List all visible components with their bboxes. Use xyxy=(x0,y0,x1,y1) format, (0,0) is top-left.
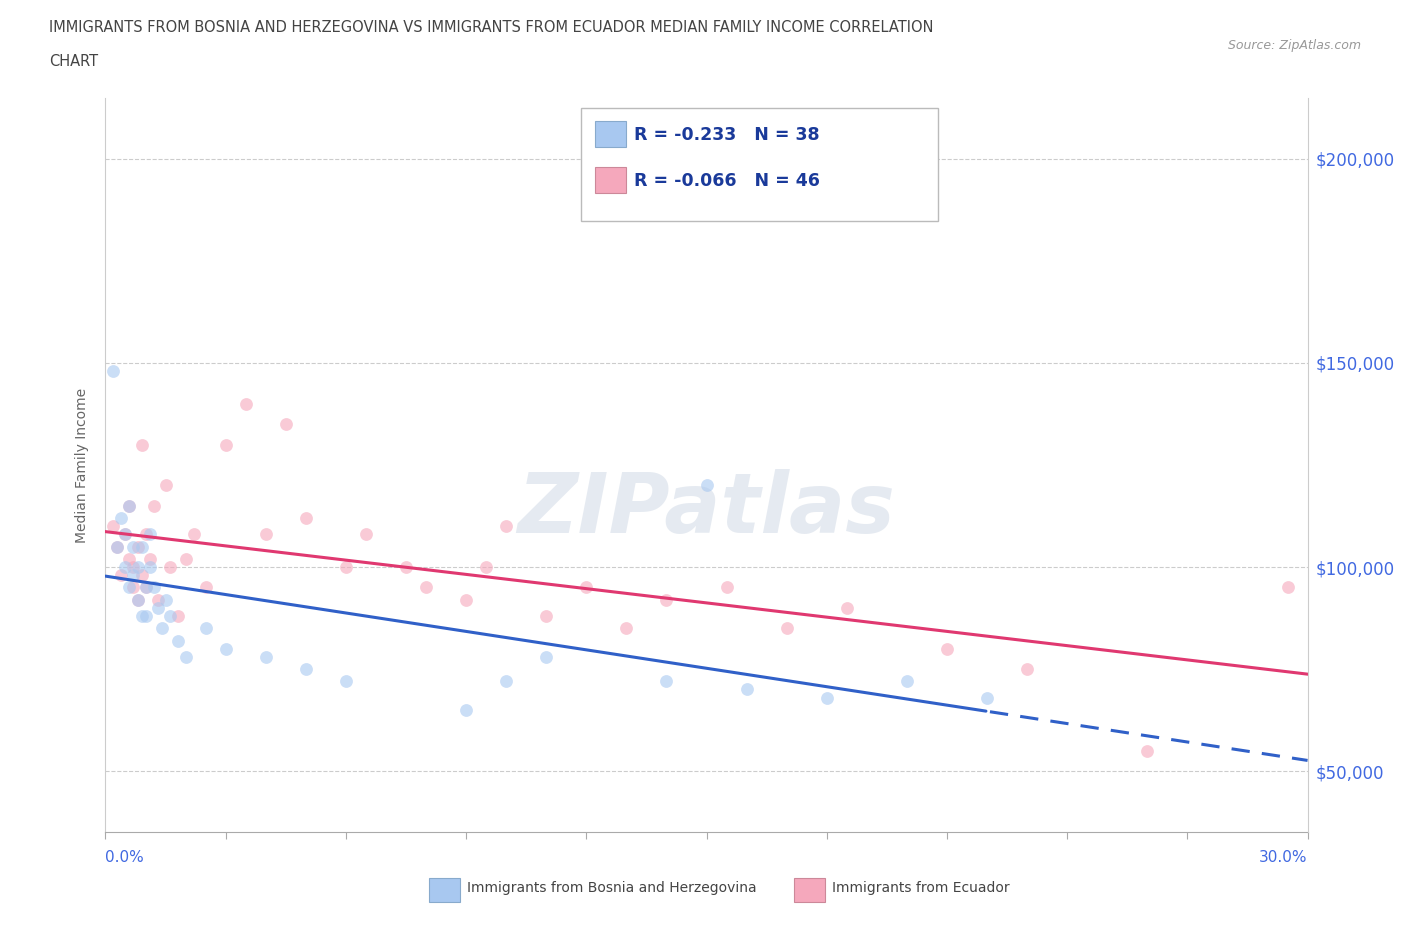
Text: 0.0%: 0.0% xyxy=(105,850,145,865)
Point xyxy=(475,560,498,575)
Point xyxy=(575,580,598,595)
Point xyxy=(415,580,437,595)
Point xyxy=(735,682,758,697)
Text: R = -0.066   N = 46: R = -0.066 N = 46 xyxy=(634,172,820,190)
Point xyxy=(127,592,149,607)
Point xyxy=(122,539,145,554)
Point xyxy=(815,690,838,705)
Point xyxy=(107,539,129,554)
Text: Immigrants from Bosnia and Herzegovina: Immigrants from Bosnia and Herzegovina xyxy=(467,881,756,896)
Point xyxy=(122,567,145,582)
Point xyxy=(776,621,799,636)
Point xyxy=(150,621,173,636)
Point xyxy=(295,661,318,676)
Point xyxy=(107,539,129,554)
Point xyxy=(616,621,638,636)
Point xyxy=(295,511,318,525)
Point xyxy=(534,649,557,664)
Text: ZIPatlas: ZIPatlas xyxy=(517,469,896,550)
Point xyxy=(127,539,149,554)
Point xyxy=(254,649,277,664)
Point xyxy=(166,633,188,648)
Text: IMMIGRANTS FROM BOSNIA AND HERZEGOVINA VS IMMIGRANTS FROM ECUADOR MEDIAN FAMILY : IMMIGRANTS FROM BOSNIA AND HERZEGOVINA V… xyxy=(49,20,934,35)
Point xyxy=(194,580,217,595)
Point xyxy=(1277,580,1299,595)
Point xyxy=(395,560,418,575)
Point xyxy=(936,642,959,657)
Point xyxy=(896,674,918,689)
Point xyxy=(655,674,678,689)
Text: CHART: CHART xyxy=(49,54,98,69)
Point xyxy=(142,498,165,513)
Point xyxy=(118,580,141,595)
Point xyxy=(138,527,160,542)
Point xyxy=(146,592,169,607)
Point xyxy=(127,592,149,607)
Point xyxy=(135,580,157,595)
Point xyxy=(976,690,998,705)
Point xyxy=(335,560,357,575)
Point xyxy=(135,527,157,542)
Point xyxy=(495,519,517,534)
Point xyxy=(174,649,197,664)
Point xyxy=(110,511,132,525)
Point xyxy=(495,674,517,689)
Y-axis label: Median Family Income: Median Family Income xyxy=(76,388,90,542)
Point xyxy=(122,560,145,575)
Point xyxy=(214,437,236,452)
Point xyxy=(114,527,136,542)
Point xyxy=(696,478,718,493)
Point xyxy=(716,580,738,595)
Point xyxy=(103,364,125,379)
Point xyxy=(103,519,125,534)
Point xyxy=(118,498,141,513)
Point xyxy=(138,551,160,566)
Point xyxy=(194,621,217,636)
Point xyxy=(534,608,557,623)
Point xyxy=(142,580,165,595)
Point xyxy=(254,527,277,542)
Point xyxy=(454,592,477,607)
Point xyxy=(166,608,188,623)
Point xyxy=(235,396,257,411)
Point xyxy=(274,417,297,432)
Point xyxy=(122,580,145,595)
Text: Immigrants from Ecuador: Immigrants from Ecuador xyxy=(832,881,1010,896)
Point xyxy=(118,498,141,513)
Point xyxy=(335,674,357,689)
Text: R = -0.233   N = 38: R = -0.233 N = 38 xyxy=(634,126,820,143)
Point xyxy=(114,560,136,575)
Point xyxy=(835,601,858,616)
Point xyxy=(155,592,177,607)
Point xyxy=(454,702,477,717)
Text: 30.0%: 30.0% xyxy=(1260,850,1308,865)
Point xyxy=(183,527,205,542)
Point xyxy=(146,601,169,616)
Point xyxy=(159,608,181,623)
Point xyxy=(131,539,153,554)
Point xyxy=(127,560,149,575)
Point xyxy=(135,580,157,595)
Point xyxy=(135,608,157,623)
Point xyxy=(174,551,197,566)
Point xyxy=(214,642,236,657)
Point xyxy=(354,527,377,542)
Point xyxy=(159,560,181,575)
Point xyxy=(1017,661,1039,676)
Point xyxy=(1136,743,1159,758)
Point xyxy=(131,608,153,623)
Point xyxy=(131,437,153,452)
Point xyxy=(655,592,678,607)
Text: Source: ZipAtlas.com: Source: ZipAtlas.com xyxy=(1227,39,1361,52)
Point xyxy=(114,527,136,542)
Point xyxy=(131,567,153,582)
Point xyxy=(138,560,160,575)
Point xyxy=(110,567,132,582)
Point xyxy=(155,478,177,493)
Point xyxy=(118,551,141,566)
